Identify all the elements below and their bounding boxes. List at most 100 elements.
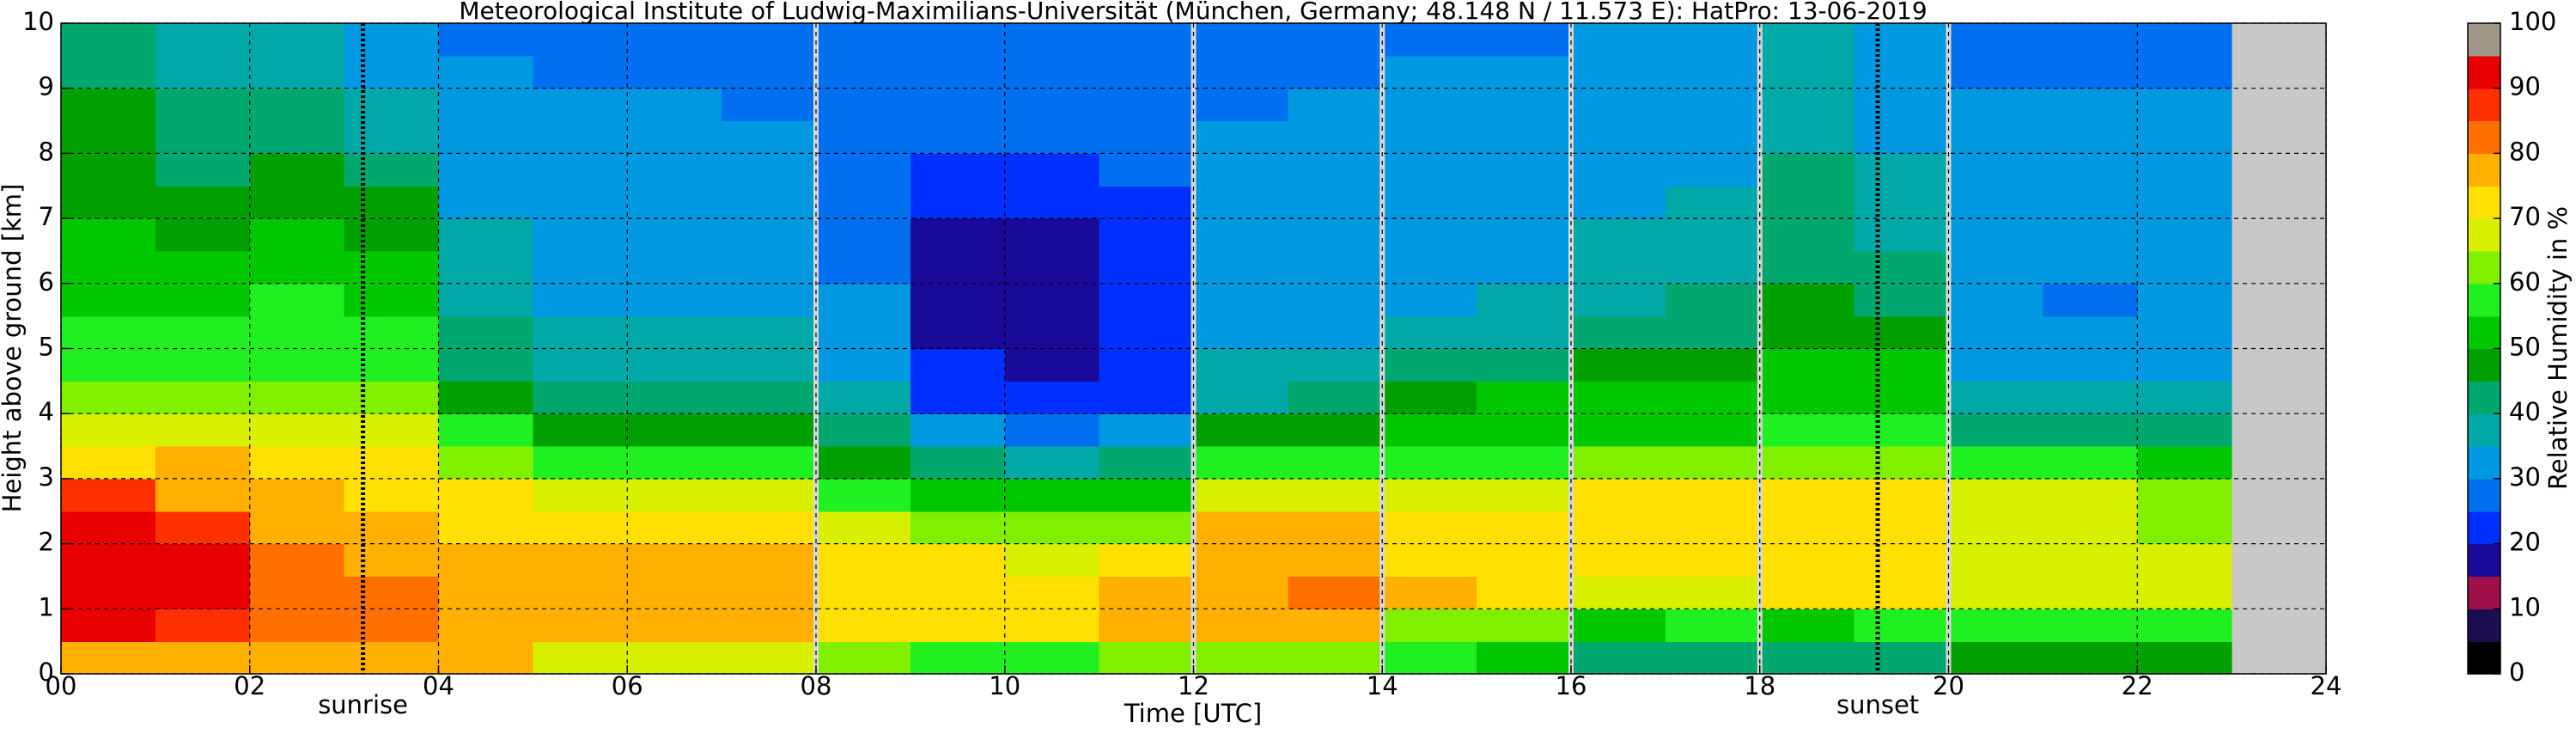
colorbar-tick-label: 70 (2509, 202, 2541, 231)
x-tick-label: 10 (989, 671, 1020, 700)
heatmap-cell (1665, 88, 1761, 122)
colorbar-tick-label: 40 (2509, 397, 2541, 426)
heatmap-cell (1854, 186, 1950, 219)
heatmap-cell (1382, 511, 1477, 545)
heatmap-cell (533, 413, 628, 447)
heatmap-cell (61, 120, 156, 154)
heatmap-cell (249, 186, 345, 219)
heatmap-cell (722, 609, 817, 642)
colorbar-swatch (2468, 511, 2500, 545)
heatmap-cell (910, 55, 1006, 89)
heatmap-cell (1004, 576, 1100, 609)
heatmap-cell (249, 413, 345, 447)
heatmap-cell (1288, 153, 1383, 187)
colorbar-tick-label: 60 (2509, 267, 2541, 297)
heatmap-cell (155, 609, 251, 642)
heatmap-cell (816, 641, 911, 675)
heatmap-cell (1099, 478, 1195, 512)
heatmap-cell (61, 381, 156, 414)
heatmap-cell (1288, 543, 1383, 578)
heatmap-cell (1759, 250, 1855, 284)
heatmap-cell (722, 576, 817, 609)
heatmap-cell (2043, 23, 2138, 57)
heatmap-cell (1382, 348, 1477, 382)
heatmap-cell (533, 250, 628, 284)
heatmap-cell (1759, 478, 1855, 512)
heatmap-cell (722, 381, 817, 414)
heatmap-cell (344, 511, 440, 545)
heatmap-cell (61, 55, 156, 89)
heatmap-cell (1288, 315, 1383, 350)
heatmap-cell (1854, 609, 1950, 642)
heatmap-cell (1288, 186, 1383, 219)
heatmap-cell (1288, 478, 1383, 512)
heatmap-cell (61, 576, 156, 609)
heatmap-cell (910, 576, 1006, 609)
y-tick-label: 7 (39, 202, 54, 231)
heatmap-cell (438, 153, 533, 187)
heatmap-cell (1665, 381, 1761, 414)
heatmap-cell (438, 609, 533, 642)
heatmap-cell (1477, 543, 1572, 578)
heatmap-cell (249, 153, 345, 187)
heatmap-cell (344, 543, 440, 578)
heatmap-cell (1382, 543, 1477, 578)
colorbar-tick-label: 50 (2509, 333, 2541, 362)
x-tick-label: 08 (801, 671, 832, 700)
heatmap-cell (2043, 348, 2138, 382)
heatmap-cell (438, 348, 533, 382)
heatmap-cell (1288, 446, 1383, 480)
heatmap-cell (155, 186, 251, 219)
heatmap-cell (1004, 283, 1100, 317)
heatmap-cell (1948, 153, 2043, 187)
heatmap-cell (1193, 153, 1288, 187)
heatmap-cell (1948, 250, 2043, 284)
colorbar-swatch (2468, 88, 2500, 122)
heatmap-cell (1004, 609, 1100, 642)
heatmap-cell (910, 186, 1006, 219)
heatmap-cell (1477, 576, 1572, 609)
heatmap-cell (1099, 543, 1195, 578)
heatmap-cell (1854, 511, 1950, 545)
heatmap-cell (2137, 609, 2232, 642)
heatmap-cell (533, 23, 628, 57)
heatmap-cell (1665, 348, 1761, 382)
heatmap-cell (1477, 186, 1572, 219)
heatmap-cell (2043, 511, 2138, 545)
heatmap-cell (155, 120, 251, 154)
heatmap-cell (910, 283, 1006, 317)
heatmap-cell (1477, 511, 1572, 545)
heatmap-cell (1099, 186, 1195, 219)
colorbar-swatch (2468, 609, 2500, 642)
heatmap-cell (249, 478, 345, 512)
heatmap-cell (1571, 543, 1666, 578)
heatmap-cell (1099, 88, 1195, 122)
heatmap-cell (1193, 446, 1288, 480)
heatmap-cell (816, 478, 911, 512)
heatmap-cell (249, 250, 345, 284)
heatmap-cell (438, 543, 533, 578)
heatmap-cell (1004, 446, 1100, 480)
heatmap-cell (1948, 186, 2043, 219)
heatmap-cell (1571, 511, 1666, 545)
heatmap-cell (61, 218, 156, 252)
heatmap-cell (910, 88, 1006, 122)
heatmap-cell (1948, 88, 2043, 122)
heatmap-cell (249, 543, 345, 578)
heatmap-cell (1099, 250, 1195, 284)
heatmap-cell (2043, 283, 2138, 317)
heatmap-cell (1854, 576, 1950, 609)
heatmap-cell (61, 315, 156, 350)
heatmap-cell (438, 413, 533, 447)
heatmap-cell (438, 315, 533, 350)
heatmap-cell (1948, 23, 2043, 57)
heatmap-cell (816, 381, 911, 414)
heatmap-cell (1948, 609, 2043, 642)
colorbar-swatch (2468, 446, 2500, 480)
heatmap-cell (155, 153, 251, 187)
heatmap-cell (61, 250, 156, 284)
heatmap-cell (722, 478, 817, 512)
heatmap-cell (1854, 283, 1950, 317)
heatmap-cell (1193, 478, 1288, 512)
